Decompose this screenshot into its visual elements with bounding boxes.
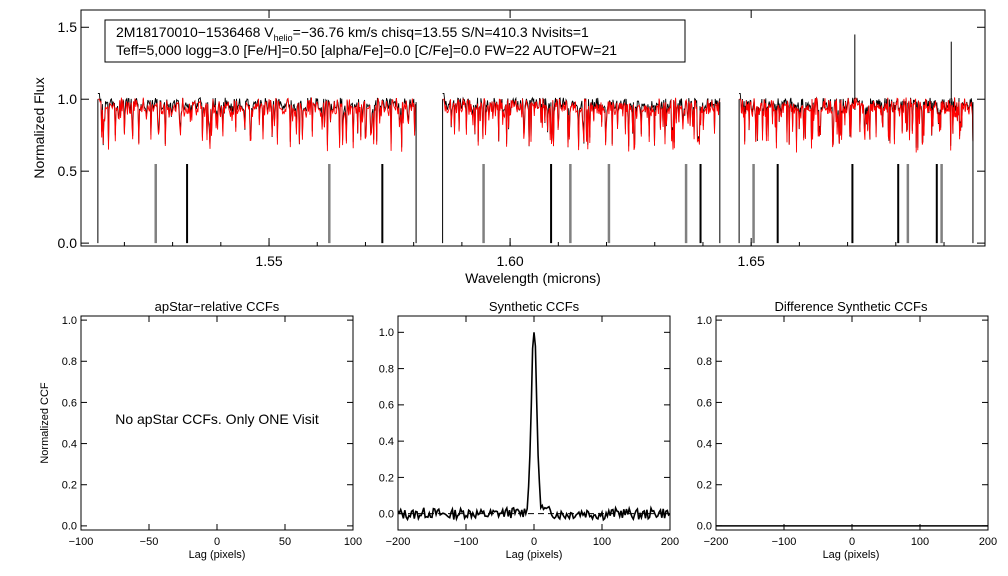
y-tick-label: 0.4 <box>62 438 77 450</box>
x-tick-label: 200 <box>661 536 679 548</box>
apstar-ccf-title: apStar−relative CCFs <box>155 299 280 314</box>
x-tick-label: 50 <box>279 536 291 548</box>
spectrum-apstar-line <box>97 93 417 148</box>
x-tick-label: −100 <box>454 536 479 548</box>
y-tick-label: 1.0 <box>62 315 77 327</box>
y-tick-label: 0.0 <box>58 235 78 251</box>
info-line1-suffix: =−36.76 km/s chisq=13.55 S/N=410.3 Nvisi… <box>293 24 589 40</box>
y-tick-label: 0.8 <box>697 356 712 368</box>
x-tick-label: 1.60 <box>496 253 523 269</box>
synthetic-ccf-plot-area <box>397 332 671 522</box>
y-tick-label: 0.2 <box>379 472 394 484</box>
spectrum-axes-frame <box>80 9 986 247</box>
y-tick-label: 0.0 <box>62 521 77 533</box>
x-tick-label: 100 <box>911 536 929 548</box>
y-tick-label: 1.5 <box>58 19 78 35</box>
y-tick-label: 0.6 <box>379 400 394 412</box>
x-tick-label: −200 <box>386 536 411 548</box>
y-tick-label: 0.5 <box>58 163 78 179</box>
y-tick-label: 0.4 <box>697 438 712 450</box>
spectrum-synthetic-line <box>97 97 417 152</box>
apstar-ccf-y-axis-label: Normalized CCF <box>39 382 51 464</box>
x-tick-label: 0 <box>214 536 220 548</box>
synthetic-ccf-line <box>397 332 671 522</box>
y-tick-label: 0.6 <box>62 397 77 409</box>
difference-ccf-axes-frame <box>715 315 989 531</box>
synthetic-ccf-axes-frame <box>397 315 671 531</box>
y-tick-label: 1.0 <box>379 327 394 339</box>
apstar-ccf-note: No apStar CCFs. Only ONE Visit <box>115 411 319 427</box>
difference-ccf-panel: Difference Synthetic CCFs −200 −100 0 100 20… <box>697 299 997 561</box>
apstar-ccf-ticks: −100 −50 0 50 100 0.0 0.2 0.4 0.6 0.8 1.0 <box>62 315 362 548</box>
spectrum-x-axis-label: Wavelength (microns) <box>465 270 601 286</box>
x-tick-label: 0 <box>849 536 855 548</box>
x-tick-label: 0 <box>531 536 537 548</box>
y-tick-label: 0.8 <box>62 356 77 368</box>
x-tick-label: 100 <box>593 536 611 548</box>
x-tick-label: −100 <box>772 536 797 548</box>
y-tick-label: 0.4 <box>379 436 394 448</box>
difference-ccf-ticks: −200 −100 0 100 200 0.0 0.2 0.4 0.6 0.8 1.0 <box>697 315 997 548</box>
y-tick-label: 0.2 <box>697 480 712 492</box>
x-tick-label: 1.55 <box>255 253 282 269</box>
spectrum-y-axis-label: Normalized Flux <box>31 77 47 178</box>
synthetic-ccf-panel: Synthetic CCFs −200 −100 0 100 200 0.0 0.2 0.4 0… <box>379 299 679 561</box>
spectrum-ticks: 1.55 1.60 1.65 0.0 0.5 1.0 1.5 <box>58 10 985 269</box>
x-tick-label: 200 <box>979 536 997 548</box>
y-tick-label: 1.0 <box>697 315 712 327</box>
x-tick-label: 1.65 <box>738 253 765 269</box>
info-line1-subscript: helio <box>274 33 293 43</box>
difference-ccf-title: Difference Synthetic CCFs <box>775 299 928 314</box>
x-tick-label: 100 <box>344 536 362 548</box>
spectrum-info-box <box>104 19 686 63</box>
spectrum-plot-area <box>97 34 974 246</box>
x-tick-label: −200 <box>704 536 729 548</box>
apstar-ccf-x-axis-label: Lag (pixels) <box>189 549 246 561</box>
spectrum-info-line2: Teff=5,000 logg=3.0 [Fe/H]=0.50 [alpha/F… <box>116 42 617 58</box>
synthetic-ccf-title: Synthetic CCFs <box>489 299 580 314</box>
info-line1-prefix: 2M18170010−1536468 V <box>116 24 274 40</box>
synthetic-ccf-x-axis-label: Lag (pixels) <box>506 549 563 561</box>
x-tick-label: −50 <box>140 536 159 548</box>
y-tick-label: 0.8 <box>379 363 394 375</box>
difference-ccf-x-axis-label: Lag (pixels) <box>823 549 880 561</box>
y-tick-label: 0.0 <box>697 521 712 533</box>
y-tick-label: 0.2 <box>62 480 77 492</box>
y-tick-label: 0.0 <box>379 509 394 521</box>
synthetic-ccf-ticks: −200 −100 0 100 200 0.0 0.2 0.4 0.6 0.8 1.0 <box>379 316 679 548</box>
y-tick-label: 1.0 <box>58 91 78 107</box>
spectrum-synthetic-line <box>739 97 974 153</box>
y-tick-label: 0.6 <box>697 397 712 409</box>
x-tick-label: −100 <box>69 536 94 548</box>
spectrum-info-line1: 2M18170010−1536468 Vhelio=−36.76 km/s ch… <box>116 24 589 43</box>
spectrum-synthetic-line <box>442 97 721 152</box>
spectrum-panel: 1.55 1.60 1.65 0.0 0.5 1.0 1.5 2M18170010−1536… <box>31 9 986 286</box>
apstar-ccf-panel: apStar−relative CCFs −100 −50 0 50 100 0.0 0.2… <box>39 299 362 561</box>
